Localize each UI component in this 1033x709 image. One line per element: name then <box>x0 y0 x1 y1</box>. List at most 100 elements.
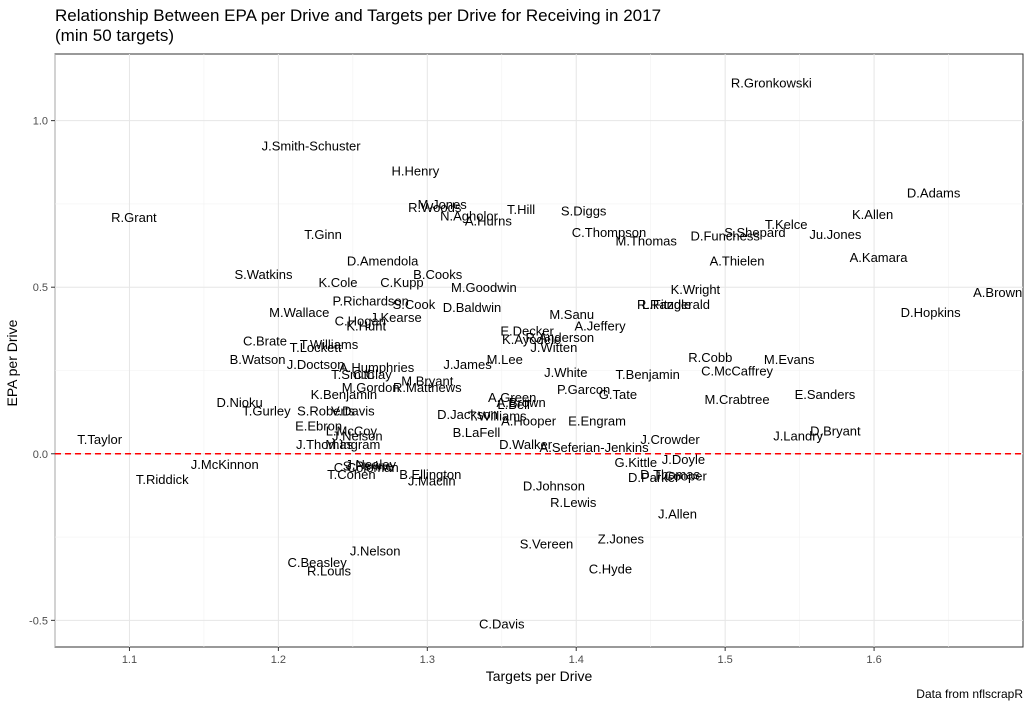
point-label: M.Jones <box>418 197 468 212</box>
point-label: T.Taylor <box>77 432 122 447</box>
y-tick-label: -0.5 <box>29 615 48 627</box>
x-tick-label: 1.5 <box>718 654 733 666</box>
point-label: A.Jeffery <box>575 319 627 334</box>
point-label: R.Anderson <box>526 330 595 345</box>
point-label: T.Kelce <box>765 217 808 232</box>
point-label: E.Sanders <box>795 387 856 402</box>
point-label: L.Fitzgerald <box>642 297 710 312</box>
point-label: D.Parker <box>628 470 680 485</box>
point-label: S.Shepard <box>724 225 785 240</box>
point-label: D.Jackson <box>437 407 498 422</box>
chart-subtitle: (min 50 targets) <box>55 26 175 45</box>
x-tick-label: 1.3 <box>420 654 435 666</box>
x-tick-label: 1.2 <box>271 654 286 666</box>
point-label: M.Goodwin <box>451 280 517 295</box>
point-label: C.Beasley <box>287 555 347 570</box>
point-label: R.Lewis <box>550 495 597 510</box>
point-label: K.Ayodele <box>502 332 561 347</box>
point-label: Ju.Jones <box>809 227 862 242</box>
point-label: L.Bell <box>497 397 530 412</box>
point-label: D.Baldwin <box>443 300 502 315</box>
x-tick-label: 1.1 <box>122 654 137 666</box>
y-tick-label: 0.5 <box>33 282 48 294</box>
point-label: S.Watkins <box>234 267 293 282</box>
point-labels: R.Gronkowski J.Smith-Schuster H.Henry D.Ada… <box>77 75 1022 631</box>
point-label: E.Decker <box>500 324 554 339</box>
point-label: J.James <box>443 357 492 372</box>
chart-title: Relationship Between EPA per Drive and T… <box>55 6 661 46</box>
point-label: P.Richardson <box>333 294 409 309</box>
point-label: S.Perine <box>343 458 393 473</box>
point-label: T.Lockett <box>290 340 342 355</box>
point-label: R.Gronkowski <box>731 75 812 90</box>
point-label: C.Hyde <box>589 562 632 577</box>
point-label: A.Kamara <box>850 250 909 265</box>
point-label: A.Green <box>488 390 536 405</box>
point-label: J.Nelson <box>350 543 401 558</box>
point-label: M.Bryant <box>401 373 453 388</box>
point-label: N.Agholor <box>440 209 498 224</box>
x-tick-label: 1.4 <box>569 654 584 666</box>
point-label: A.Brown <box>497 395 546 410</box>
chart-caption: Data from nflscrapR <box>916 687 1023 701</box>
point-label: A.Seferian-Jenkins <box>540 440 650 455</box>
point-label: D.Nioku <box>217 395 263 410</box>
point-label: M.Sanu <box>549 307 594 322</box>
point-label: D.Adams <box>907 185 961 200</box>
point-label: A.Brown <box>973 285 1022 300</box>
point-label: T.Benjamin <box>616 367 680 382</box>
point-label: M.Crabtree <box>705 392 770 407</box>
point-label: J.McKinnon <box>191 457 259 472</box>
point-label: D.Funchess <box>690 229 760 244</box>
grid-major <box>55 54 1023 647</box>
chart-title-line: Relationship Between EPA per Drive and T… <box>55 6 662 25</box>
point-label: K.Cole <box>318 275 357 290</box>
point-label: J.Smith-Schuster <box>262 139 362 154</box>
point-label: C.Brate <box>243 334 287 349</box>
point-label: D.Hopkins <box>901 305 961 320</box>
point-label: S.Cook <box>393 297 436 312</box>
point-label: T.Riddick <box>136 472 189 487</box>
point-label: A.Humphries <box>339 360 415 375</box>
point-label: J.Maclin <box>408 473 456 488</box>
point-label: M.Ingram <box>325 437 380 452</box>
point-label: T.Ginn <box>304 227 342 242</box>
point-label: S.Diggs <box>561 204 607 219</box>
point-label: R.Woods <box>408 200 462 215</box>
point-label: C.Coleman <box>334 460 399 475</box>
point-label: J.White <box>544 365 587 380</box>
point-label: J.Thomas <box>296 437 354 452</box>
x-tick-label: 1.6 <box>866 654 881 666</box>
point-label: K.Wright <box>671 282 721 297</box>
point-label: M.Wallace <box>269 305 329 320</box>
point-label: J.Landry <box>773 428 823 443</box>
point-label: C.Kupp <box>380 275 423 290</box>
point-label: S.Roberts <box>297 403 355 418</box>
point-label: J.Cooper <box>654 468 707 483</box>
point-label: C.McCaffrey <box>701 363 773 378</box>
point-label: C.Hogan <box>335 314 386 329</box>
y-axis-ticks: -0.5 0.0 0.5 1.0 <box>29 116 55 627</box>
point-label: T.Smith <box>331 367 374 382</box>
point-label: B.Watson <box>230 352 286 367</box>
x-axis-ticks: 1.1 1.2 1.3 1.4 1.5 1.6 <box>122 647 882 666</box>
point-label: R.Randle <box>637 297 691 312</box>
point-label: M.Gordon <box>342 380 400 395</box>
grid-minor <box>54 54 1023 647</box>
point-label: J.Allen <box>658 507 697 522</box>
plot-panel <box>54 53 1024 648</box>
point-label: T.Williams <box>300 337 359 352</box>
point-label: B.LaFell <box>453 425 501 440</box>
point-label: E.Engram <box>568 413 626 428</box>
point-label: J.Crowder <box>640 432 700 447</box>
point-label: D.Johnson <box>523 478 585 493</box>
point-label: T.Hill <box>507 202 535 217</box>
point-label: R.Cobb <box>688 350 732 365</box>
point-label: J.Kearse <box>370 310 421 325</box>
point-label: C.Thompson <box>572 225 646 240</box>
point-label: Z.Jones <box>598 532 645 547</box>
point-label: R.Matthews <box>393 380 462 395</box>
point-label: T.Williams <box>468 408 527 423</box>
point-label: V.Davis <box>331 403 375 418</box>
